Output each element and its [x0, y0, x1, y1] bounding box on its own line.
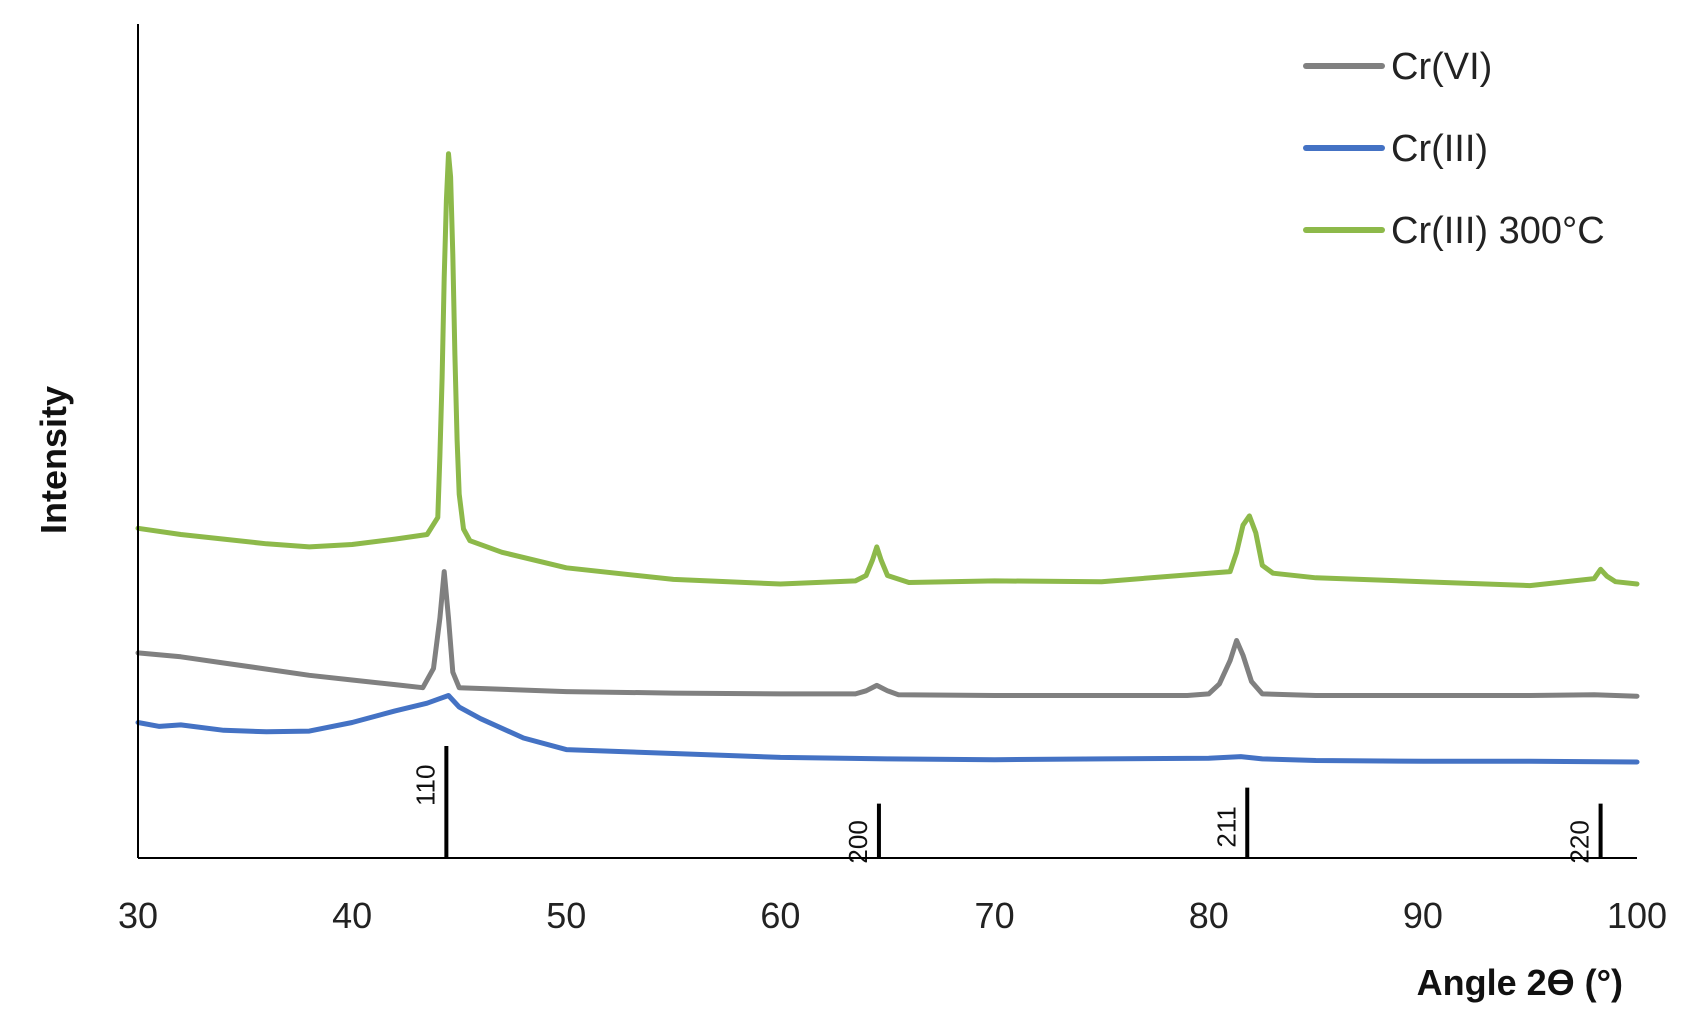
legend-label-2: Cr(III)	[1391, 128, 1488, 170]
x-tick-label: 100	[1607, 895, 1667, 936]
reference-label-200: 200	[843, 820, 873, 863]
reference-label-211: 211	[1211, 806, 1241, 847]
x-tick-label: 30	[118, 895, 158, 936]
y-axis-title: Intensity	[33, 386, 74, 534]
x-tick-label: 50	[546, 895, 586, 936]
reference-label-110: 110	[410, 765, 440, 806]
x-tick-label: 70	[975, 895, 1015, 936]
series-line-3	[135, 151, 1640, 589]
series-lines	[135, 151, 1640, 765]
legend: Cr(VI) Cr(III) Cr(III) 300°C	[1303, 46, 1605, 252]
legend-label-1: Cr(VI)	[1391, 46, 1492, 88]
x-tick-label: 80	[1189, 895, 1229, 936]
reference-label-220: 220	[1565, 820, 1595, 863]
legend-label-3: Cr(III) 300°C	[1391, 210, 1605, 252]
reference-lines: 110 200 211 220	[410, 746, 1603, 864]
x-tick-label: 90	[1403, 895, 1443, 936]
x-axis-title: Angle 2ϴ (°)	[1417, 962, 1623, 1003]
x-tick-labels: 30 40 50 60 70 80 90 100	[118, 895, 1667, 936]
series-line-1	[135, 569, 1640, 699]
x-tick-label: 60	[760, 895, 800, 936]
x-tick-label: 40	[332, 895, 372, 936]
series-line-2	[135, 693, 1640, 765]
